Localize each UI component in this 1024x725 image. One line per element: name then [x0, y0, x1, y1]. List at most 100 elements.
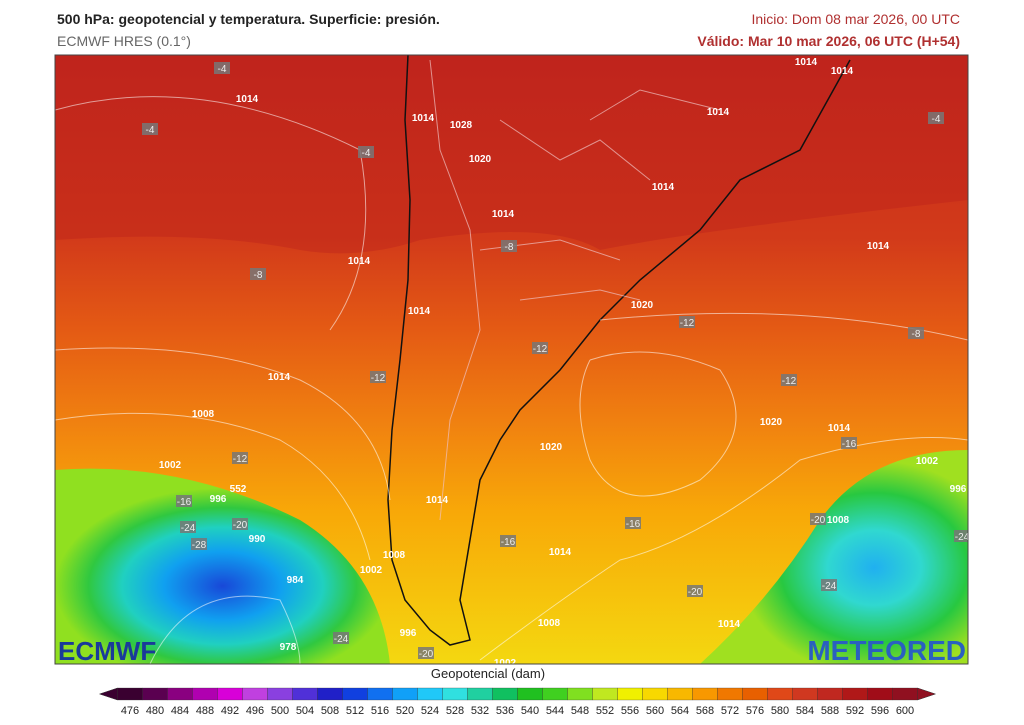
temp-label-box [176, 495, 192, 507]
isobar-label: 996 [210, 494, 227, 505]
temperature-label: -12 [533, 344, 548, 355]
colorbar-tick-label: 520 [396, 705, 414, 717]
temperature-label: -20 [233, 520, 248, 531]
colorbar-tick-label: 544 [546, 705, 564, 717]
colorbar-arrow-right [917, 687, 937, 701]
isobar-label: 1014 [831, 66, 854, 77]
temp-label-box [232, 452, 248, 464]
colorbar-swatch [617, 687, 643, 701]
isobar-label: 1002 [360, 565, 383, 576]
temp-label-box [781, 374, 797, 386]
isobar-label: 1020 [540, 442, 563, 453]
temperature-label: -16 [842, 439, 857, 450]
temperature-label: -16 [626, 519, 641, 530]
colorbar-swatch [342, 687, 368, 701]
colorbar-swatch [692, 687, 718, 701]
colorbar-tick-label: 592 [846, 705, 864, 717]
meteored-logo: METEORED [807, 635, 966, 666]
colorbar-tick-label: 488 [196, 705, 214, 717]
temp-label-box [418, 647, 434, 659]
isobar-label: 1014 [549, 547, 572, 558]
colorbar-swatch [592, 687, 618, 701]
isobar-label: 1014 [867, 241, 890, 252]
temperature-label: -12 [782, 376, 797, 387]
colorbar-tick-label: 532 [471, 705, 489, 717]
isobar-label: 996 [400, 628, 417, 639]
colorbar-tick-label: 584 [796, 705, 814, 717]
temperature-label: -24 [822, 581, 837, 592]
temp-label-box [250, 268, 266, 280]
temp-label-box [191, 538, 207, 550]
temperature-label: -4 [218, 64, 227, 75]
temperature-label: -4 [362, 148, 371, 159]
isobar-label: 1014 [828, 423, 851, 434]
colorbar-swatch [467, 687, 493, 701]
colorbar-swatch [642, 687, 668, 701]
colorbar-tick-label: 508 [321, 705, 339, 717]
colorbar-tick-label: 560 [646, 705, 664, 717]
warm-band [55, 55, 968, 254]
colorbar-swatch [267, 687, 293, 701]
low-left [55, 468, 390, 664]
isobar-label: 1014 [707, 107, 730, 118]
colorbar-tick-label: 568 [696, 705, 714, 717]
temp-label-box [500, 535, 516, 547]
colorbar-label: Geopotencial (dam) [431, 666, 545, 681]
colorbar-swatch [892, 687, 918, 701]
colorbar-swatch [217, 687, 243, 701]
temp-label-box [954, 530, 968, 542]
temp-label-box [358, 146, 374, 158]
temp-label-box [370, 371, 386, 383]
temperature-label: -8 [254, 270, 263, 281]
colorbar-tick-label: 572 [721, 705, 739, 717]
temperature-label: -12 [680, 318, 695, 329]
isobar-label: 1020 [469, 154, 492, 165]
colorbar-tick-label: 476 [121, 705, 139, 717]
colorbar-tick-label: 580 [771, 705, 789, 717]
colorbar-swatch [492, 687, 518, 701]
temp-label-box [625, 517, 641, 529]
colorbar-tick-label: 504 [296, 705, 314, 717]
colorbar-swatch [717, 687, 743, 701]
ecmwf-logo: ECMWF [58, 636, 156, 666]
colorbar-tick-label: 600 [896, 705, 914, 717]
colorbar-tick-label: 480 [146, 705, 164, 717]
isobar-label: 990 [249, 534, 266, 545]
temperature-label: -24 [181, 523, 196, 534]
colorbar-swatch [867, 687, 893, 701]
borders [429, 59, 721, 521]
map: 1014 -4 -4 -4 1014 1028 1020 1014 -8 1014 -8 1014 10… [55, 55, 968, 664]
coastline [387, 55, 851, 646]
isobar-label: 1014 [268, 372, 291, 383]
temperature-label: -4 [932, 114, 941, 125]
isobar-label: 996 [950, 484, 967, 495]
isobar-label: 1008 [383, 550, 406, 561]
temp-label-box [928, 112, 944, 124]
isobar-label: 1014 [236, 94, 259, 105]
temperature-label: -20 [688, 587, 703, 598]
isobar-label: 1014 [426, 495, 449, 506]
isobar-label: 1002 [159, 460, 182, 471]
valid-time: Válido: Mar 10 mar 2026, 06 UTC (H+54) [697, 33, 960, 49]
temperature-label: -16 [177, 497, 192, 508]
colorbar-tick-label: 492 [221, 705, 239, 717]
temp-label-box [180, 521, 196, 533]
colorbar: 476 480 484 488 492 496 500 504 508 512 516 520 524 5… [98, 687, 937, 717]
colorbar-swatch [542, 687, 568, 701]
colorbar-tick-label: 564 [671, 705, 689, 717]
isobar-label: 552 [230, 484, 247, 495]
isobar-label: 1014 [412, 113, 435, 124]
temp-label-box [841, 437, 857, 449]
temperature-label: -4 [146, 125, 155, 136]
temp-label-box [821, 579, 837, 591]
colorbar-swatch [167, 687, 193, 701]
colorbar-tick-label: 596 [871, 705, 889, 717]
colorbar-tick-label: 500 [271, 705, 289, 717]
colorbar-tick-label: 536 [496, 705, 514, 717]
temperature-label: -8 [912, 329, 921, 340]
isobar-label: 1008 [827, 515, 850, 526]
colorbar-swatch [792, 687, 818, 701]
temp-label-box [810, 513, 826, 525]
temp-label-box [532, 342, 548, 354]
